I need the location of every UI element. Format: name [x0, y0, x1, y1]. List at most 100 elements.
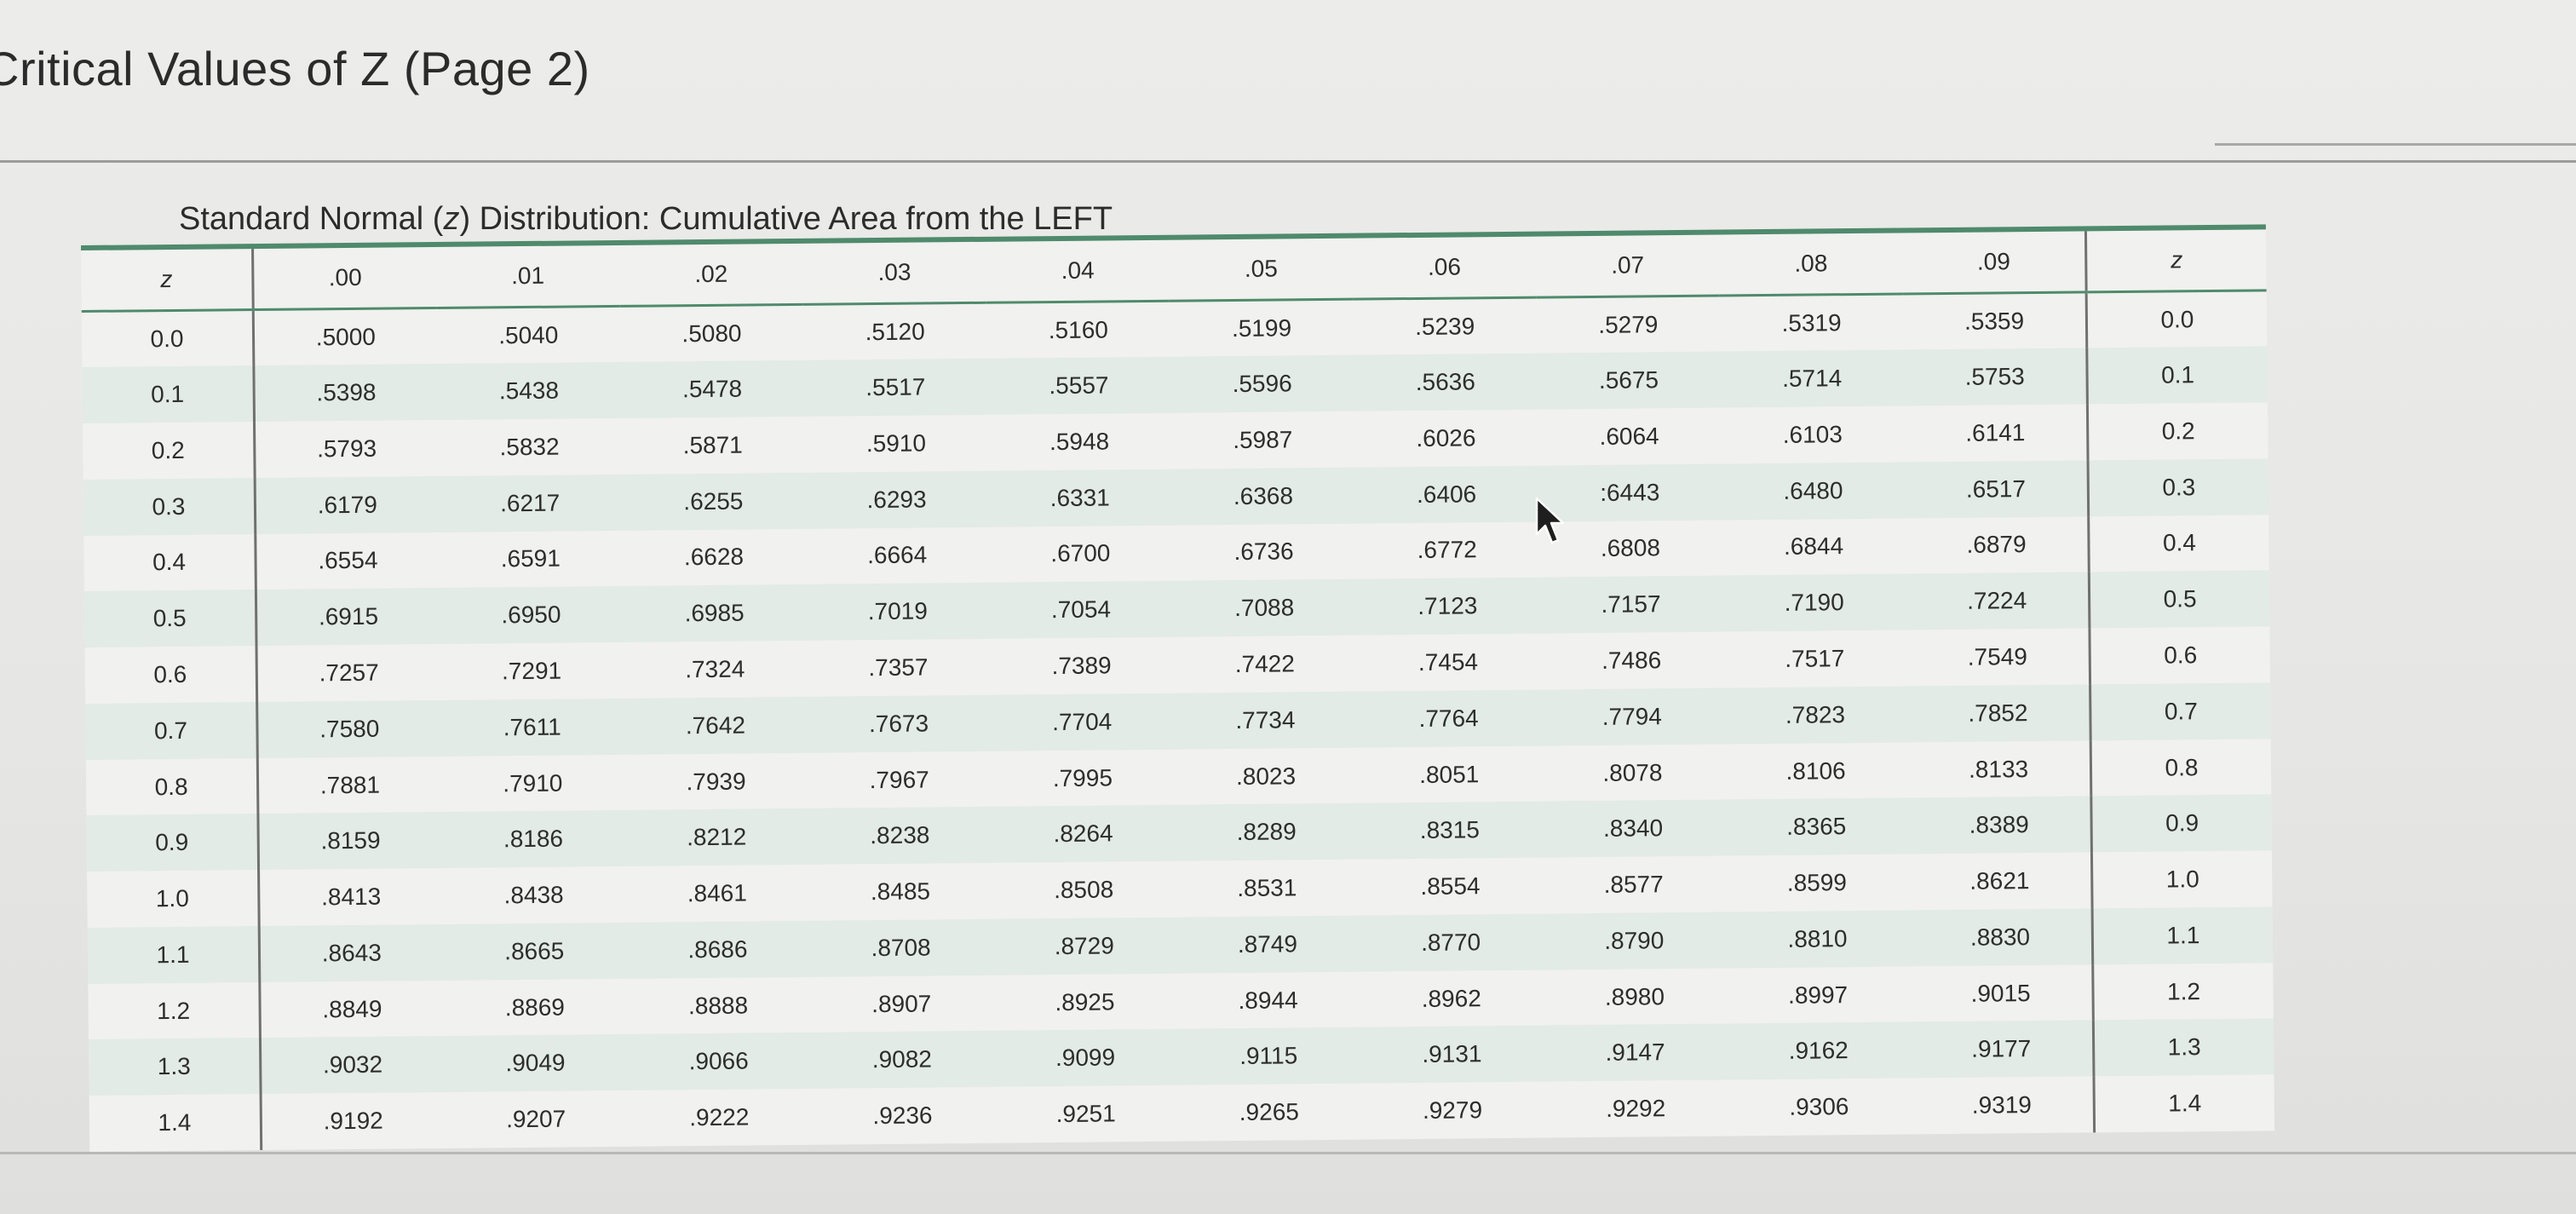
table-cell: .9279: [1422, 1096, 1483, 1125]
table-cell: .8554: [1420, 872, 1481, 900]
z-table-container: z .00.01.02.03.04.05.06.07.08.09 z 0.0.50…: [81, 224, 2275, 1152]
table-cell: .8708: [871, 934, 931, 961]
row-z-label-right: 1.3: [2093, 1018, 2274, 1077]
row-z-label-right: 0.7: [2090, 682, 2271, 741]
table-cell: .5279: [1598, 311, 1659, 339]
row-z-label-right: 0.4: [2088, 514, 2269, 572]
table-cell: .5319: [1781, 309, 1842, 337]
table-cell: .8159: [320, 826, 381, 854]
table-cell: .6664: [866, 541, 928, 569]
table-cell: .8186: [503, 825, 564, 853]
table-cell: .7054: [1050, 595, 1112, 624]
table-cell: .7157: [1601, 590, 1661, 619]
table-cell: .7291: [501, 657, 562, 685]
row-z-label: 0.9: [86, 814, 259, 872]
table-cell: .8621: [1969, 867, 2030, 895]
table-cell: .7389: [1051, 652, 1112, 680]
table-cell: .7764: [1418, 705, 1479, 732]
row-z-label-right: 0.8: [2090, 738, 2272, 797]
table-cell: .8413: [321, 883, 382, 911]
row-z-label: 0.1: [82, 365, 255, 424]
table-cell: .7088: [1233, 594, 1295, 622]
table-cell: .8888: [687, 992, 749, 1019]
page-title: Critical Values of Z (Page 2): [0, 42, 590, 95]
row-z-label-right: 1.0: [2091, 850, 2273, 909]
table-cell: .8485: [870, 877, 931, 906]
table-cell: .6591: [500, 545, 561, 572]
table-cell: .9099: [1055, 1044, 1116, 1072]
table-cell: .5438: [498, 377, 560, 405]
column-header: .00: [252, 246, 437, 310]
table-cell: .8849: [322, 995, 382, 1022]
table-cell: .8438: [503, 881, 564, 909]
table-cell: .8315: [1419, 816, 1481, 844]
table-cell: .5160: [1048, 316, 1109, 344]
table-cell: .9131: [1422, 1040, 1482, 1068]
table-cell: .7967: [869, 765, 929, 793]
table-cell: .8531: [1237, 874, 1297, 902]
table-cell: .6700: [1050, 539, 1111, 567]
footer-divider: [0, 1152, 2576, 1154]
table-cell: .8238: [870, 821, 930, 849]
table-cell: .7704: [1052, 708, 1113, 735]
table-cell: .9162: [1788, 1037, 1849, 1065]
row-z-label-right: 0.3: [2088, 458, 2269, 516]
table-cell: .5239: [1415, 313, 1475, 341]
table-cell: .9207: [505, 1105, 566, 1133]
row-z-label: 1.1: [87, 925, 260, 984]
table-cell: .5714: [1781, 365, 1843, 392]
table-cell: .8997: [1787, 981, 1849, 1009]
table-cell: .9222: [689, 1103, 750, 1131]
table-cell: .6141: [1965, 419, 2026, 446]
table-title-suffix: ) Distribution: Cumulative Area from the…: [459, 201, 1113, 237]
table-cell: .9177: [1971, 1035, 2032, 1063]
table-cell: .6879: [1966, 531, 2027, 559]
table-cell: .8289: [1236, 818, 1297, 846]
table-cell: .5557: [1049, 371, 1109, 400]
table-cell: .7324: [685, 655, 745, 683]
table-cell: .5832: [499, 433, 560, 461]
table-cell: .9082: [871, 1045, 933, 1073]
table-cell: .7257: [319, 659, 379, 687]
header-divider: [0, 160, 2576, 163]
table-cell: .5120: [865, 318, 925, 346]
column-header: .03: [802, 241, 986, 305]
row-z-label: 1.0: [87, 870, 260, 928]
table-cell: .7881: [319, 771, 381, 798]
column-header: .05: [1169, 238, 1354, 302]
table-cell: .7224: [1967, 587, 2027, 614]
table-cell: .6915: [318, 602, 379, 630]
table-cell: .9265: [1239, 1098, 1300, 1126]
header-z-right: z: [2085, 229, 2267, 292]
table-cell: .6406: [1416, 480, 1477, 508]
table-cell: .6950: [501, 601, 561, 629]
table-cell: .5596: [1232, 370, 1292, 398]
row-z-label-right: 1.1: [2092, 906, 2274, 965]
table-title-variable: z: [443, 201, 460, 237]
table-cell: .7517: [1785, 645, 1845, 672]
table-cell: .6179: [317, 491, 377, 519]
table-cell: .7673: [868, 710, 929, 737]
table-cell: .9319: [1971, 1091, 2033, 1119]
table-cell: .7939: [686, 768, 746, 795]
table-cell: .8389: [1969, 811, 2029, 839]
row-z-label: 0.3: [83, 477, 256, 536]
table-cell: .5675: [1598, 366, 1659, 394]
table-cell: .8925: [1055, 987, 1115, 1016]
table-cell: .9049: [505, 1049, 566, 1077]
row-z-label: 1.2: [88, 981, 261, 1040]
header-z-left: z: [81, 249, 254, 312]
table-cell: .7580: [319, 715, 380, 743]
row-z-label: 0.7: [85, 701, 258, 760]
row-z-label: 0.4: [83, 533, 256, 592]
table-cell: .9236: [872, 1102, 933, 1130]
table-cell: .7995: [1052, 763, 1113, 791]
table-cell: .7486: [1601, 647, 1662, 674]
table-cell: .6026: [1416, 424, 1476, 452]
table-cell: .9115: [1239, 1042, 1298, 1070]
table-cell: .7549: [1967, 643, 2028, 670]
table-cell: .8461: [687, 879, 747, 907]
column-header: .04: [986, 239, 1170, 303]
row-z-label: 0.0: [81, 309, 254, 368]
table-cell: .5517: [865, 373, 926, 401]
